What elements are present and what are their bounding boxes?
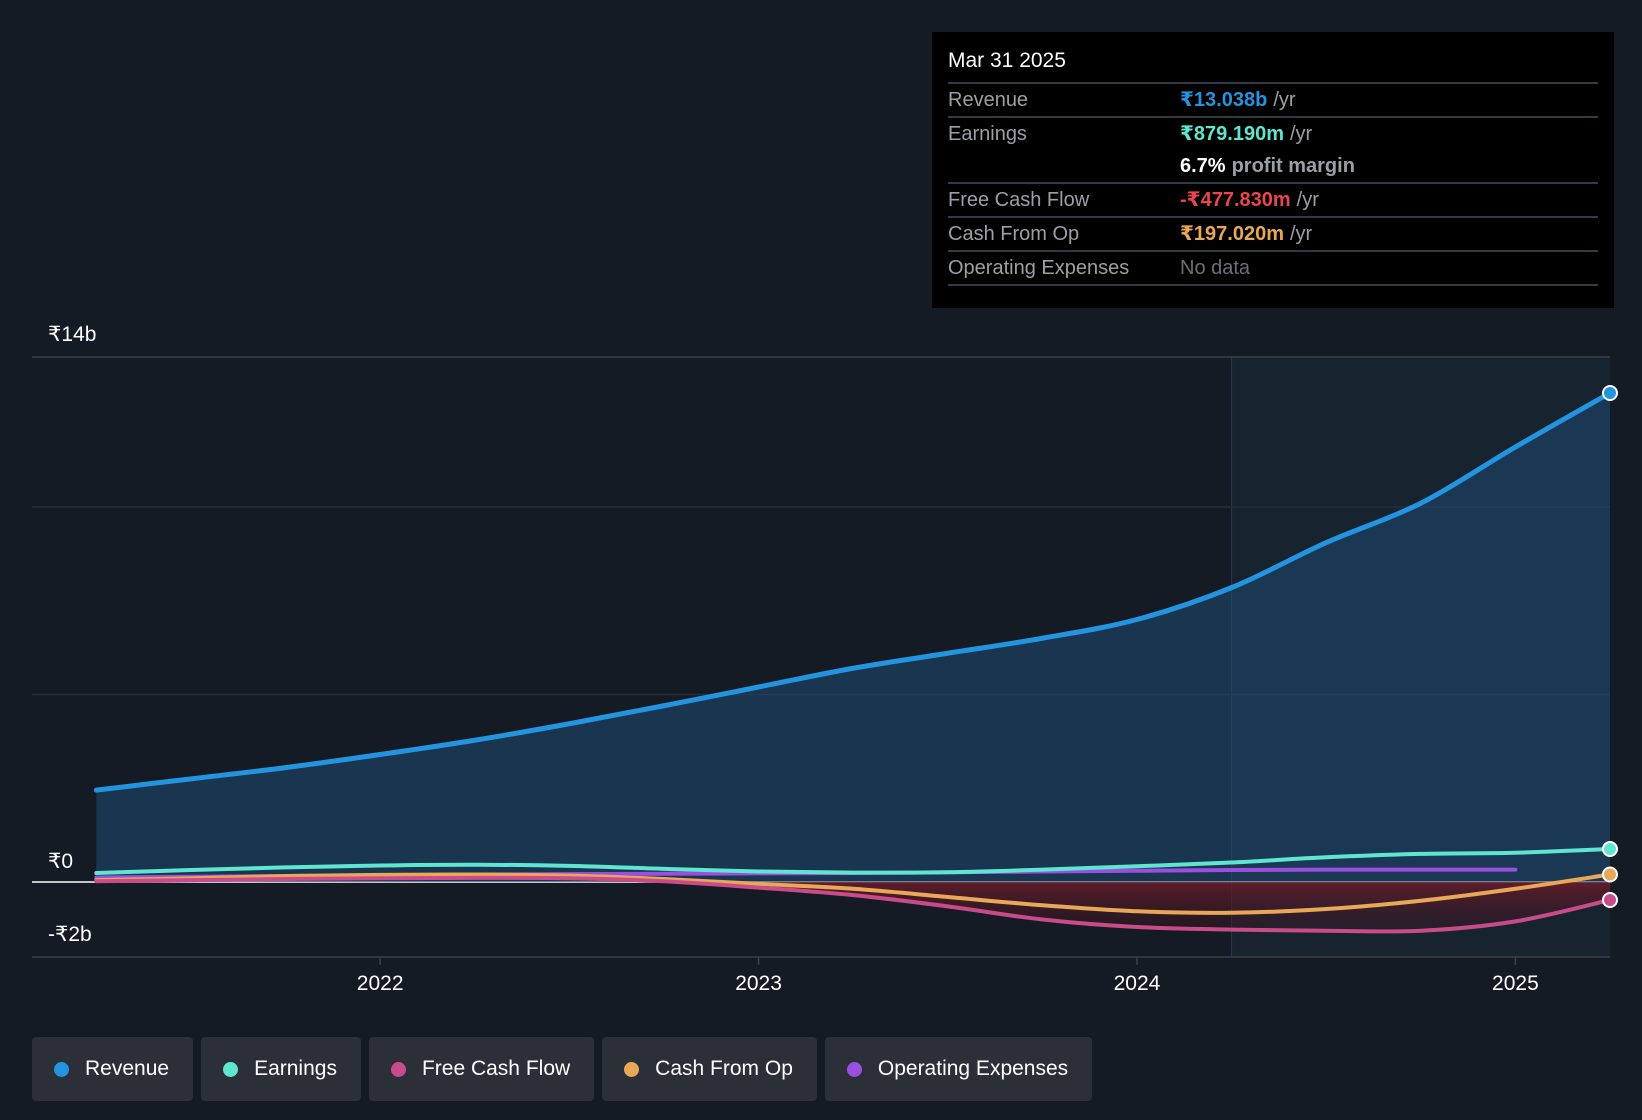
legend-earnings[interactable]: Earnings <box>201 1037 361 1101</box>
tooltip-revenue-row: Revenue ₹13.038b/yr <box>948 84 1598 118</box>
tooltip-earnings-value: ₹879.190m <box>1180 123 1284 145</box>
legend-cfo-label: Cash From Op <box>655 1057 793 1080</box>
tooltip-opex-value: No data <box>1180 257 1251 279</box>
negative-area <box>96 881 1610 932</box>
series-line-cash-from-op <box>94 872 1612 915</box>
tooltip-opex-row: Operating Expenses No data <box>948 252 1598 286</box>
legend-fcf-dot <box>390 1061 406 1077</box>
end-marker-earnings[interactable] <box>1602 841 1618 857</box>
y-tick-label: ₹14b <box>48 323 96 346</box>
legend-revenue-dot <box>54 1061 69 1077</box>
tooltip-cfo-label: Cash From Op <box>948 223 1080 245</box>
tooltip-revenue-label: Revenue <box>948 89 1029 111</box>
legend-revenue-label: Revenue <box>85 1057 170 1080</box>
tooltip-revenue-value: ₹13.038b <box>1180 89 1268 111</box>
tooltip-margin-label: profit margin <box>1231 155 1355 177</box>
tooltip-cfo-value: ₹197.020m <box>1180 223 1284 245</box>
legend-earnings-dot <box>223 1061 239 1077</box>
legend-cfo-dot <box>624 1061 640 1077</box>
tooltip-margin-value: 6.7% <box>1180 155 1226 177</box>
x-tick-label: 2024 <box>1114 972 1161 995</box>
y-tick-label: -₹2b <box>48 923 92 946</box>
tooltip-opex-label: Operating Expenses <box>948 257 1130 279</box>
tooltip-cfo-unit: /yr <box>1290 223 1313 245</box>
x-tick-label: 2022 <box>357 972 404 995</box>
tooltip-earnings-unit: /yr <box>1290 123 1313 145</box>
tooltip-fcf-row: Free Cash Flow -₹477.830m/yr <box>948 184 1598 218</box>
tooltip-fcf-value: -₹477.830m <box>1180 189 1291 211</box>
tooltip-earnings-row: Earnings ₹879.190m/yr <box>948 118 1598 150</box>
legend-fcf-label: Free Cash Flow <box>421 1057 571 1080</box>
tooltip-cfo-row: Cash From Op ₹197.020m/yr <box>948 218 1598 252</box>
series-line-free-cash-flow <box>94 875 1612 934</box>
legend-revenue[interactable]: Revenue <box>32 1037 194 1101</box>
legend-operating-expenses[interactable]: Operating Expenses <box>824 1037 1093 1101</box>
legend: Revenue Earnings Free Cash Flow Cash Fro… <box>32 1037 1093 1101</box>
legend-opex-label: Operating Expenses <box>877 1057 1069 1080</box>
tooltip-revenue-unit: /yr <box>1273 89 1296 111</box>
tooltip-fcf-label: Free Cash Flow <box>948 189 1090 211</box>
y-tick-label: ₹0 <box>48 850 73 873</box>
tooltip-earnings-label: Earnings <box>948 123 1027 145</box>
series-line-earnings <box>94 847 1612 875</box>
x-tick-label: 2025 <box>1492 972 1539 995</box>
tooltip-margin-row: 6.7% profit margin <box>948 150 1598 184</box>
legend-opex-dot <box>846 1061 862 1077</box>
x-tick-label: 2023 <box>735 972 782 995</box>
tooltip-date: Mar 31 2025 <box>948 46 1598 84</box>
revenue-area <box>96 393 1610 882</box>
legend-earnings-label: Earnings <box>254 1057 337 1080</box>
tooltip-fcf-unit: /yr <box>1296 189 1319 211</box>
series-line-revenue <box>93 390 1613 793</box>
legend-cash-from-op[interactable]: Cash From Op <box>602 1037 817 1101</box>
end-marker-free-cash-flow[interactable] <box>1602 892 1618 908</box>
tooltip: Mar 31 2025 Revenue ₹13.038b/yr Earnings… <box>932 32 1614 308</box>
end-marker-revenue[interactable] <box>1602 385 1618 401</box>
legend-free-cash-flow[interactable]: Free Cash Flow <box>368 1037 595 1101</box>
end-marker-cash-from-op[interactable] <box>1602 866 1618 883</box>
